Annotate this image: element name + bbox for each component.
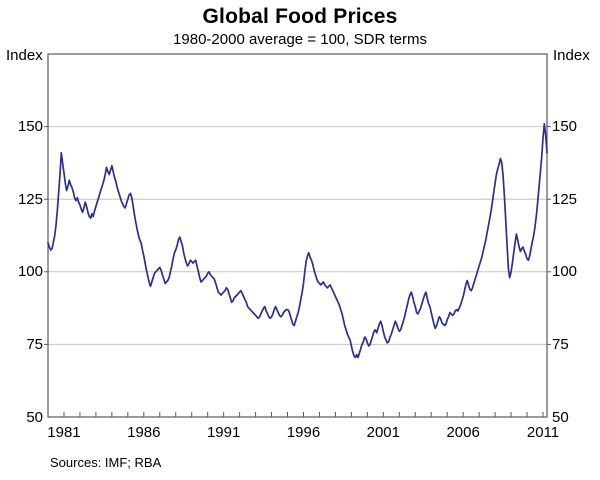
y-tick-label-right: 125 <box>552 190 578 208</box>
y-tick-label-left: 125 <box>17 190 43 208</box>
x-tick-label: 1986 <box>127 424 161 441</box>
y-tick-label-right: 100 <box>552 263 578 281</box>
y-axis-unit-right: Index <box>553 47 590 64</box>
y-tick-label-left: 150 <box>17 118 43 136</box>
plot-frame <box>47 53 548 418</box>
x-tick-label: 1991 <box>206 424 241 441</box>
x-tick-label: 2001 <box>366 424 400 441</box>
x-tick-label: 2006 <box>446 424 480 441</box>
y-axis-unit-left: Index <box>6 47 43 64</box>
sources-note: Sources: IMF; RBA <box>50 455 162 470</box>
x-tick-label: 1996 <box>286 424 321 441</box>
y-tick-label-left: 75 <box>26 335 43 353</box>
chart-subtitle: 1980-2000 average = 100, SDR terms <box>173 31 427 48</box>
y-tick-label-right: 50 <box>552 408 569 426</box>
x-tick-label: 2011 <box>526 424 560 441</box>
y-tick-label-right: 150 <box>552 118 578 136</box>
y-tick-label-left: 50 <box>26 408 43 426</box>
y-tick-label-right: 75 <box>552 335 569 353</box>
price-line <box>47 122 548 359</box>
chart-title: Global Food Prices <box>202 5 398 28</box>
x-tick-label: 1981 <box>47 424 81 441</box>
y-tick-label-left: 100 <box>17 263 43 281</box>
